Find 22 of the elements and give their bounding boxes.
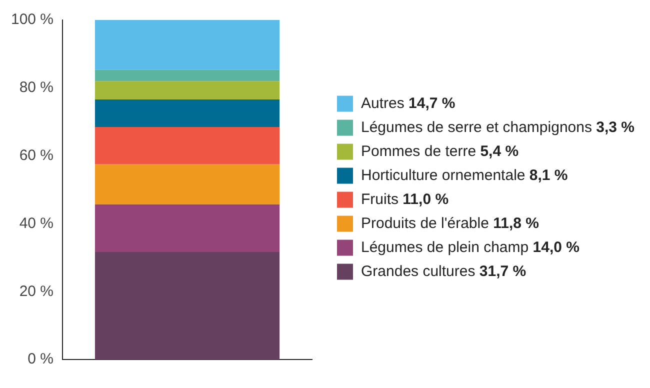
legend-label: Légumes de serre et champignons 3,3 % [361, 118, 634, 136]
bar [94, 126, 280, 164]
legend-label: Légumes de plein champ 14,0 % [361, 238, 580, 256]
bar [94, 252, 280, 360]
bar [94, 164, 280, 204]
y-tick-label: 20 % [19, 282, 54, 300]
y-tick-label: 0 % [28, 350, 54, 368]
legend-label: Fruits 11,0 % [361, 190, 449, 208]
bar [94, 70, 280, 82]
legend-label: Grandes cultures 31,7 % [361, 262, 526, 280]
bar [94, 20, 280, 70]
legend-label: Autres 14,7 % [361, 94, 456, 112]
y-tick-label: 40 % [19, 214, 54, 232]
legend-label: Horticulture ornementale 8,1 % [361, 166, 568, 184]
bar [94, 81, 280, 100]
bar [94, 99, 280, 127]
legend-label: Produits de l'érable 11,8 % [361, 214, 539, 232]
bar [94, 204, 280, 252]
y-tick-label: 100 % [10, 11, 54, 28]
legend-label: Pommes de terre 5,4 % [361, 142, 519, 160]
y-tick-label: 80 % [19, 79, 54, 96]
y-tick-label: 60 % [19, 146, 54, 164]
